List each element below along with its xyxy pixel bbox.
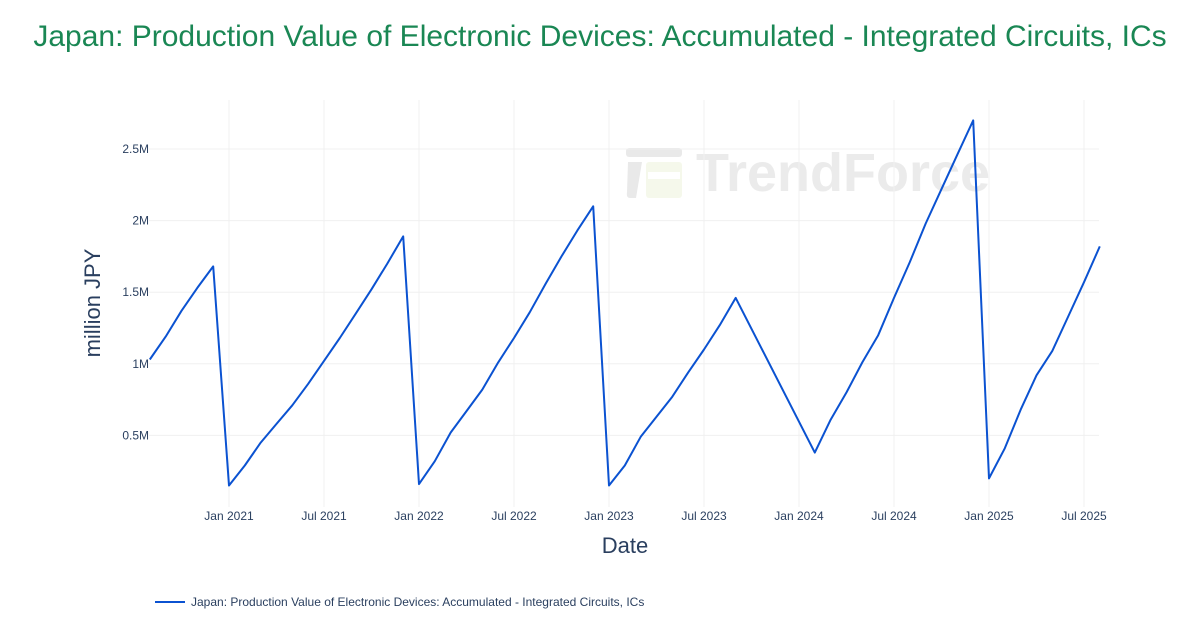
x-tick-label: Jan 2022 [394, 509, 444, 523]
x-tick-label: Jan 2025 [964, 509, 1014, 523]
x-axis-title: Date [602, 533, 648, 558]
x-tick-label: Jul 2021 [301, 509, 347, 523]
legend-line-swatch [155, 601, 185, 603]
gridlines [149, 100, 1099, 507]
y-axis-ticks: 0.5M 1M 1.5M 2M 2.5M [122, 142, 149, 442]
y-axis-title: million JPY [80, 248, 105, 357]
x-tick-label: Jan 2023 [584, 509, 634, 523]
x-axis-ticks: Jan 2021 Jul 2021 Jan 2022 Jul 2022 Jan 2023… [204, 509, 1107, 523]
x-tick-label: Jul 2023 [681, 509, 727, 523]
y-tick-label: 2M [132, 214, 149, 228]
x-tick-label: Jan 2024 [774, 509, 824, 523]
legend-label: Japan: Production Value of Electronic De… [191, 595, 645, 609]
x-tick-label: Jul 2024 [871, 509, 917, 523]
y-tick-label: 2.5M [122, 142, 149, 156]
x-tick-label: Jan 2021 [204, 509, 254, 523]
chart-title: Japan: Production Value of Electronic De… [33, 20, 1167, 53]
x-tick-label: Jul 2022 [491, 509, 537, 523]
x-tick-label: Jul 2025 [1061, 509, 1107, 523]
series-line[interactable] [148, 119, 1101, 487]
y-tick-label: 0.5M [122, 428, 149, 442]
y-tick-label: 1M [132, 357, 149, 371]
legend[interactable]: Japan: Production Value of Electronic De… [155, 595, 644, 609]
y-tick-label: 1.5M [122, 285, 149, 299]
